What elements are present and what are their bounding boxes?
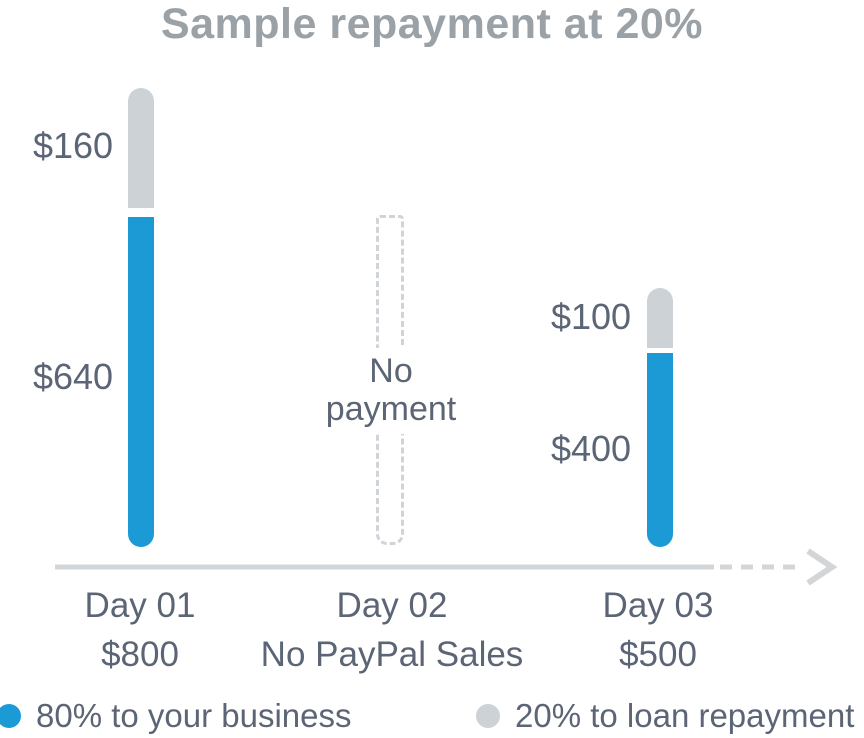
day3-sales-label: $500 bbox=[619, 635, 697, 674]
legend-item-loan: 20% to loan repayment bbox=[476, 697, 854, 735]
day2-no-payment-label: No payment bbox=[310, 348, 472, 434]
day1-label: Day 01 bbox=[84, 586, 196, 625]
business-legend-label: 80% to your business bbox=[36, 697, 352, 734]
day1-loan-value-label: $160 bbox=[32, 125, 114, 166]
no-payment-line2: payment bbox=[325, 390, 457, 428]
chart-title: Sample repayment at 20% bbox=[160, 0, 704, 48]
loan-legend-label: 20% to loan repayment bbox=[515, 697, 855, 734]
day3-loan-value-label: $100 bbox=[550, 296, 632, 337]
day1-business-segment bbox=[128, 217, 154, 547]
day2-axis-label-group: Day 02 No PayPal Sales bbox=[242, 586, 542, 675]
day3-label: Day 03 bbox=[602, 586, 714, 625]
day3-axis-label-group: Day 03 $500 bbox=[573, 586, 743, 675]
day3-loan-segment bbox=[647, 288, 673, 348]
loan-legend-dot-icon bbox=[476, 704, 500, 728]
day3-business-value-label: $400 bbox=[550, 428, 632, 469]
x-axis bbox=[55, 548, 838, 586]
day3-business-segment bbox=[647, 353, 673, 547]
day2-label: Day 02 bbox=[336, 586, 448, 625]
day1-axis-label-group: Day 01 $800 bbox=[55, 586, 225, 675]
day1-loan-segment bbox=[128, 88, 154, 208]
legend-item-business: 80% to your business bbox=[0, 697, 352, 735]
day1-sales-label: $800 bbox=[101, 635, 179, 674]
day1-business-value-label: $640 bbox=[32, 356, 114, 397]
no-payment-line1: No bbox=[369, 352, 413, 390]
day2-sales-label: No PayPal Sales bbox=[260, 635, 524, 674]
x-axis-arrow-icon bbox=[806, 548, 838, 586]
business-legend-dot-icon bbox=[0, 704, 21, 728]
